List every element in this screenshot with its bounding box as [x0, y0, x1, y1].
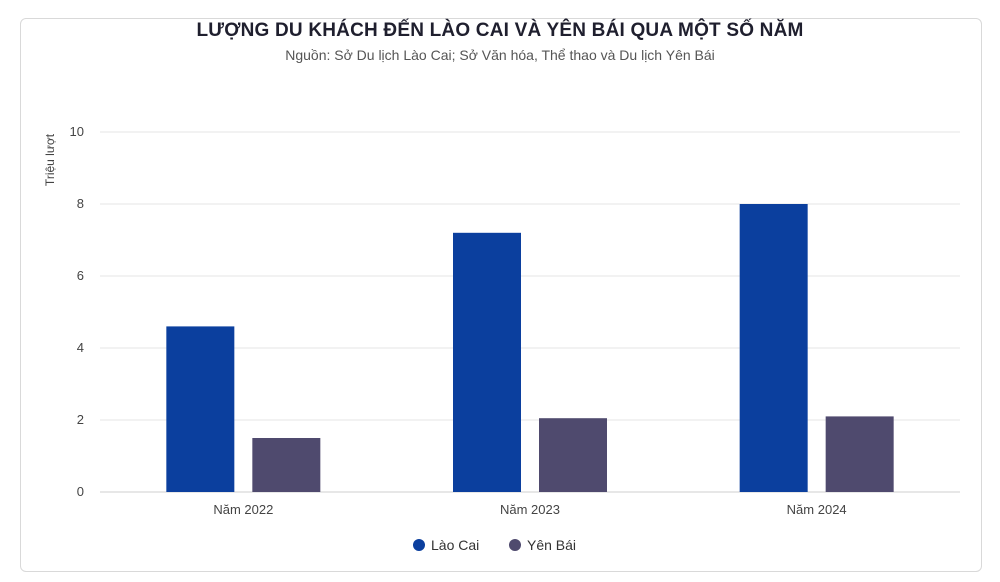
chart-title: LƯỢNG DU KHÁCH ĐẾN LÀO CAI VÀ YÊN BÁI QU…: [196, 20, 804, 41]
bar-yên-bái-2: [539, 418, 607, 492]
legend-label: Lào Cai: [431, 537, 479, 553]
legend-swatch: [509, 539, 521, 551]
bar-lào-cai-1: [166, 326, 235, 492]
y-axis-ticks: 0 2 4 6 8 10: [70, 124, 84, 499]
y-tick-label: 8: [77, 196, 84, 211]
x-axis-ticks: Năm 2022 Năm 2023 Năm 2024: [213, 502, 846, 517]
bar-lào-cai-3: [739, 204, 808, 492]
gridlines: [100, 131, 960, 493]
chart-subtitle: Nguồn: Sở Du lịch Lào Cai; Sở Văn hóa, T…: [285, 47, 715, 63]
bar-lào-cai-2: [453, 232, 521, 493]
x-tick-label: Năm 2022: [213, 502, 273, 517]
bars: [166, 204, 894, 493]
y-tick-label: 6: [77, 268, 84, 283]
y-tick-label: 0: [77, 484, 84, 499]
legend-label: Yên Bái: [527, 537, 576, 553]
y-tick-label: 10: [70, 124, 84, 139]
legend-swatch: [413, 539, 425, 551]
legend: Lào Cai Yên Bái: [413, 537, 576, 553]
bar-yên-bái-1: [252, 438, 321, 492]
y-axis-label: Triệu lượt: [43, 133, 57, 186]
y-tick-label: 4: [77, 340, 84, 355]
bar-yên-bái-3: [825, 416, 894, 492]
y-tick-label: 2: [77, 412, 84, 427]
x-tick-label: Năm 2024: [787, 502, 847, 517]
x-tick-label: Năm 2023: [500, 502, 560, 517]
